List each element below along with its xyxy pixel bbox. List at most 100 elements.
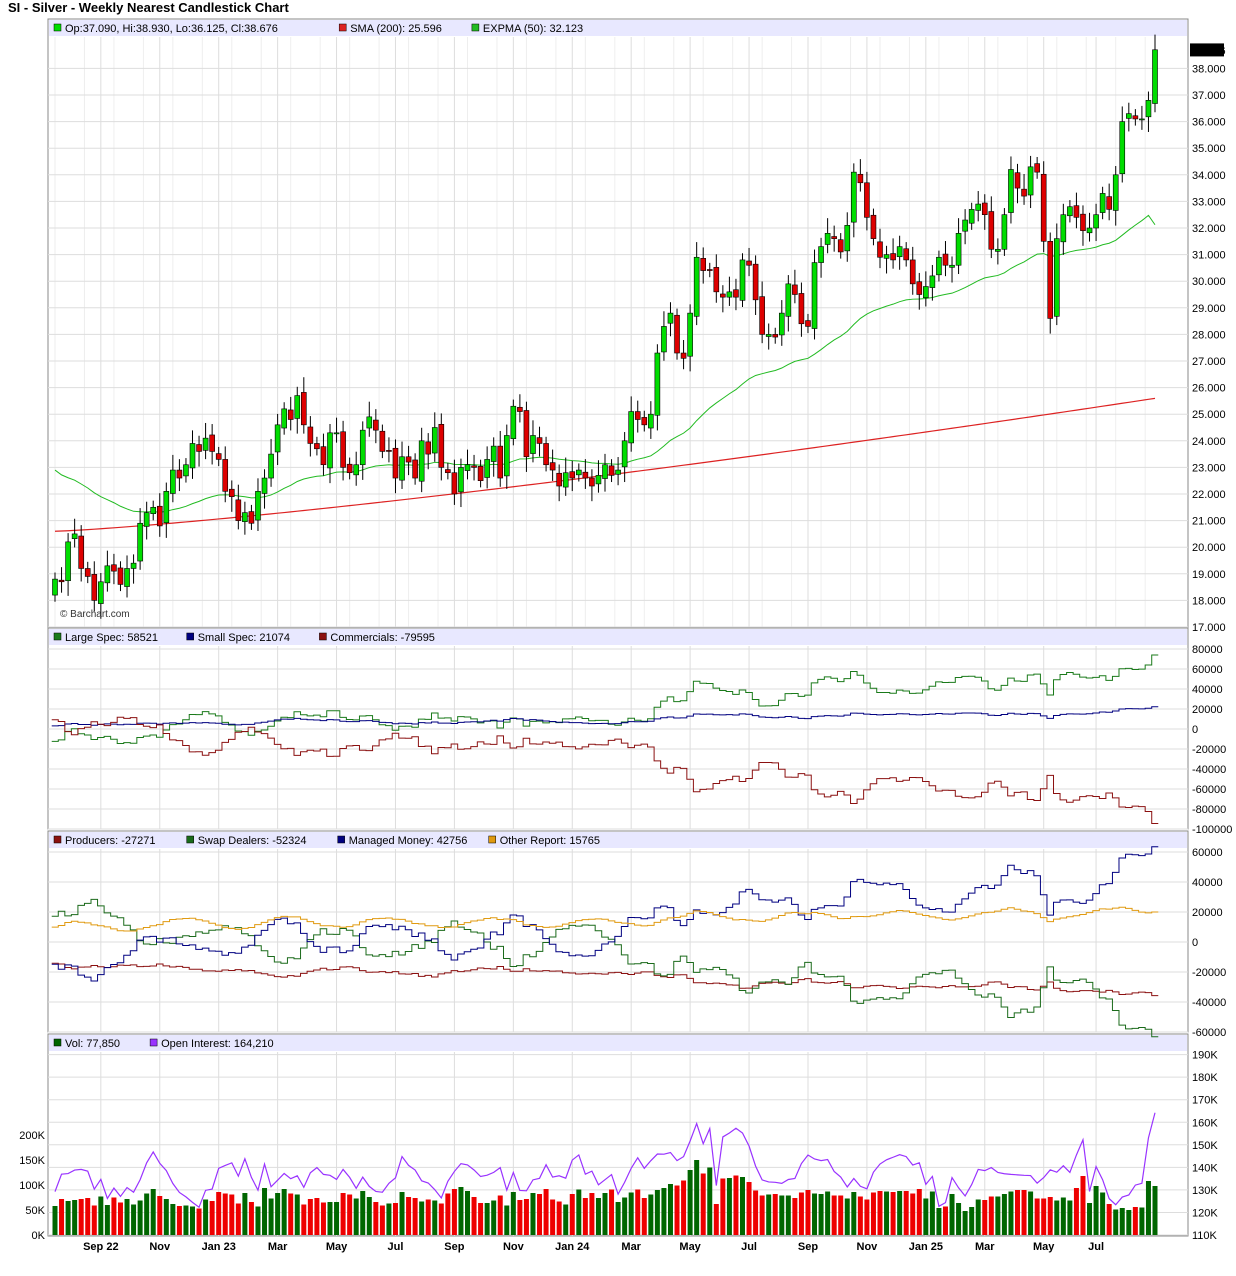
candle[interactable] bbox=[752, 263, 759, 301]
volume-bar[interactable] bbox=[812, 1193, 818, 1236]
volume-bar[interactable] bbox=[216, 1192, 222, 1235]
candle[interactable] bbox=[1027, 166, 1034, 196]
volume-bar[interactable] bbox=[1093, 1186, 1099, 1235]
volume-bar[interactable] bbox=[458, 1187, 464, 1235]
volume-bar[interactable] bbox=[615, 1202, 621, 1235]
volume-bar[interactable] bbox=[294, 1194, 300, 1236]
volume-bar[interactable] bbox=[163, 1199, 169, 1235]
candle[interactable] bbox=[772, 334, 779, 338]
volume-bar[interactable] bbox=[478, 1203, 484, 1235]
candle[interactable] bbox=[510, 405, 517, 439]
volume-bar[interactable] bbox=[720, 1178, 726, 1236]
candle[interactable] bbox=[1001, 214, 1008, 250]
volume-bar[interactable] bbox=[117, 1202, 123, 1236]
volume-bar[interactable] bbox=[399, 1192, 405, 1235]
candle[interactable] bbox=[412, 459, 418, 479]
candle[interactable] bbox=[778, 312, 785, 336]
volume-bar[interactable] bbox=[602, 1193, 608, 1235]
volume-bar[interactable] bbox=[975, 1199, 981, 1236]
volume-bar[interactable] bbox=[347, 1194, 353, 1236]
volume-bar[interactable] bbox=[419, 1201, 425, 1236]
candle[interactable] bbox=[975, 203, 982, 211]
volume-bar[interactable] bbox=[1060, 1197, 1066, 1236]
candle[interactable] bbox=[615, 469, 621, 475]
candle[interactable] bbox=[301, 392, 307, 426]
volume-bar[interactable] bbox=[648, 1194, 654, 1236]
candle[interactable] bbox=[562, 472, 569, 488]
candle[interactable] bbox=[661, 326, 667, 353]
candle[interactable] bbox=[58, 579, 65, 583]
volume-bar[interactable] bbox=[1113, 1209, 1119, 1236]
volume-bar[interactable] bbox=[923, 1198, 929, 1236]
candle[interactable] bbox=[674, 314, 680, 354]
volume-bar[interactable] bbox=[176, 1206, 182, 1235]
volume-bar[interactable] bbox=[412, 1198, 418, 1235]
candle[interactable] bbox=[445, 469, 451, 474]
volume-bar[interactable] bbox=[137, 1200, 143, 1236]
volume-bar[interactable] bbox=[366, 1197, 372, 1235]
candle[interactable] bbox=[936, 256, 942, 276]
candle[interactable] bbox=[1086, 227, 1093, 234]
candle[interactable] bbox=[726, 291, 733, 298]
volume-bar[interactable] bbox=[392, 1203, 398, 1235]
candle[interactable] bbox=[765, 334, 772, 337]
candle[interactable] bbox=[1106, 196, 1112, 210]
candle[interactable] bbox=[340, 431, 346, 468]
candle[interactable] bbox=[602, 464, 608, 479]
volume-bar[interactable] bbox=[1080, 1176, 1086, 1235]
volume-bar[interactable] bbox=[425, 1199, 431, 1236]
candle[interactable] bbox=[484, 459, 490, 478]
candle[interactable] bbox=[864, 182, 870, 218]
volume-bar[interactable] bbox=[1106, 1204, 1112, 1235]
candle[interactable] bbox=[202, 437, 209, 451]
candle[interactable] bbox=[228, 488, 235, 497]
volume-bar[interactable] bbox=[157, 1196, 163, 1235]
candle[interactable] bbox=[1014, 172, 1021, 189]
volume-bar[interactable] bbox=[661, 1188, 667, 1235]
candle[interactable] bbox=[680, 352, 687, 359]
volume-bar[interactable] bbox=[124, 1199, 130, 1235]
volume-bar[interactable] bbox=[497, 1195, 503, 1236]
candle[interactable] bbox=[962, 219, 968, 232]
volume-bar[interactable] bbox=[798, 1192, 804, 1236]
candle[interactable] bbox=[425, 441, 432, 455]
candle[interactable] bbox=[877, 241, 883, 258]
volume-bar[interactable] bbox=[523, 1199, 529, 1235]
candle[interactable] bbox=[438, 424, 445, 468]
volume-bar[interactable] bbox=[988, 1196, 994, 1236]
candle[interactable] bbox=[359, 429, 366, 466]
volume-bar[interactable] bbox=[268, 1198, 274, 1236]
volume-bar[interactable] bbox=[78, 1199, 84, 1235]
candle[interactable] bbox=[759, 296, 765, 335]
volume-bar[interactable] bbox=[707, 1167, 713, 1236]
volume-bar[interactable] bbox=[543, 1189, 549, 1235]
candle[interactable] bbox=[536, 437, 543, 444]
candle[interactable] bbox=[1132, 115, 1139, 120]
candle[interactable] bbox=[163, 491, 170, 524]
volume-bar[interactable] bbox=[262, 1188, 268, 1235]
candle[interactable] bbox=[196, 444, 202, 452]
volume-bar[interactable] bbox=[753, 1190, 759, 1236]
volume-bar[interactable] bbox=[877, 1191, 883, 1235]
candle[interactable] bbox=[785, 283, 792, 317]
volume-bar[interactable] bbox=[1015, 1190, 1020, 1235]
candle[interactable] bbox=[654, 352, 661, 416]
candle[interactable] bbox=[1008, 169, 1014, 213]
volume-bar[interactable] bbox=[890, 1192, 896, 1235]
candle[interactable] bbox=[1021, 188, 1027, 197]
volume-bar[interactable] bbox=[91, 1205, 97, 1236]
volume-bar[interactable] bbox=[550, 1199, 556, 1236]
candle[interactable] bbox=[569, 471, 576, 479]
volume-bar[interactable] bbox=[111, 1197, 117, 1236]
candle[interactable] bbox=[700, 258, 707, 271]
volume-bar[interactable] bbox=[1119, 1208, 1125, 1235]
candle[interactable] bbox=[1040, 173, 1047, 242]
volume-bar[interactable] bbox=[982, 1200, 988, 1235]
volume-bar[interactable] bbox=[196, 1208, 202, 1236]
candle[interactable] bbox=[1047, 241, 1054, 319]
volume-bar[interactable] bbox=[995, 1196, 1001, 1236]
candle[interactable] bbox=[124, 568, 130, 587]
volume-bar[interactable] bbox=[1054, 1200, 1060, 1236]
volume-bar[interactable] bbox=[772, 1194, 778, 1235]
candle[interactable] bbox=[955, 233, 962, 266]
